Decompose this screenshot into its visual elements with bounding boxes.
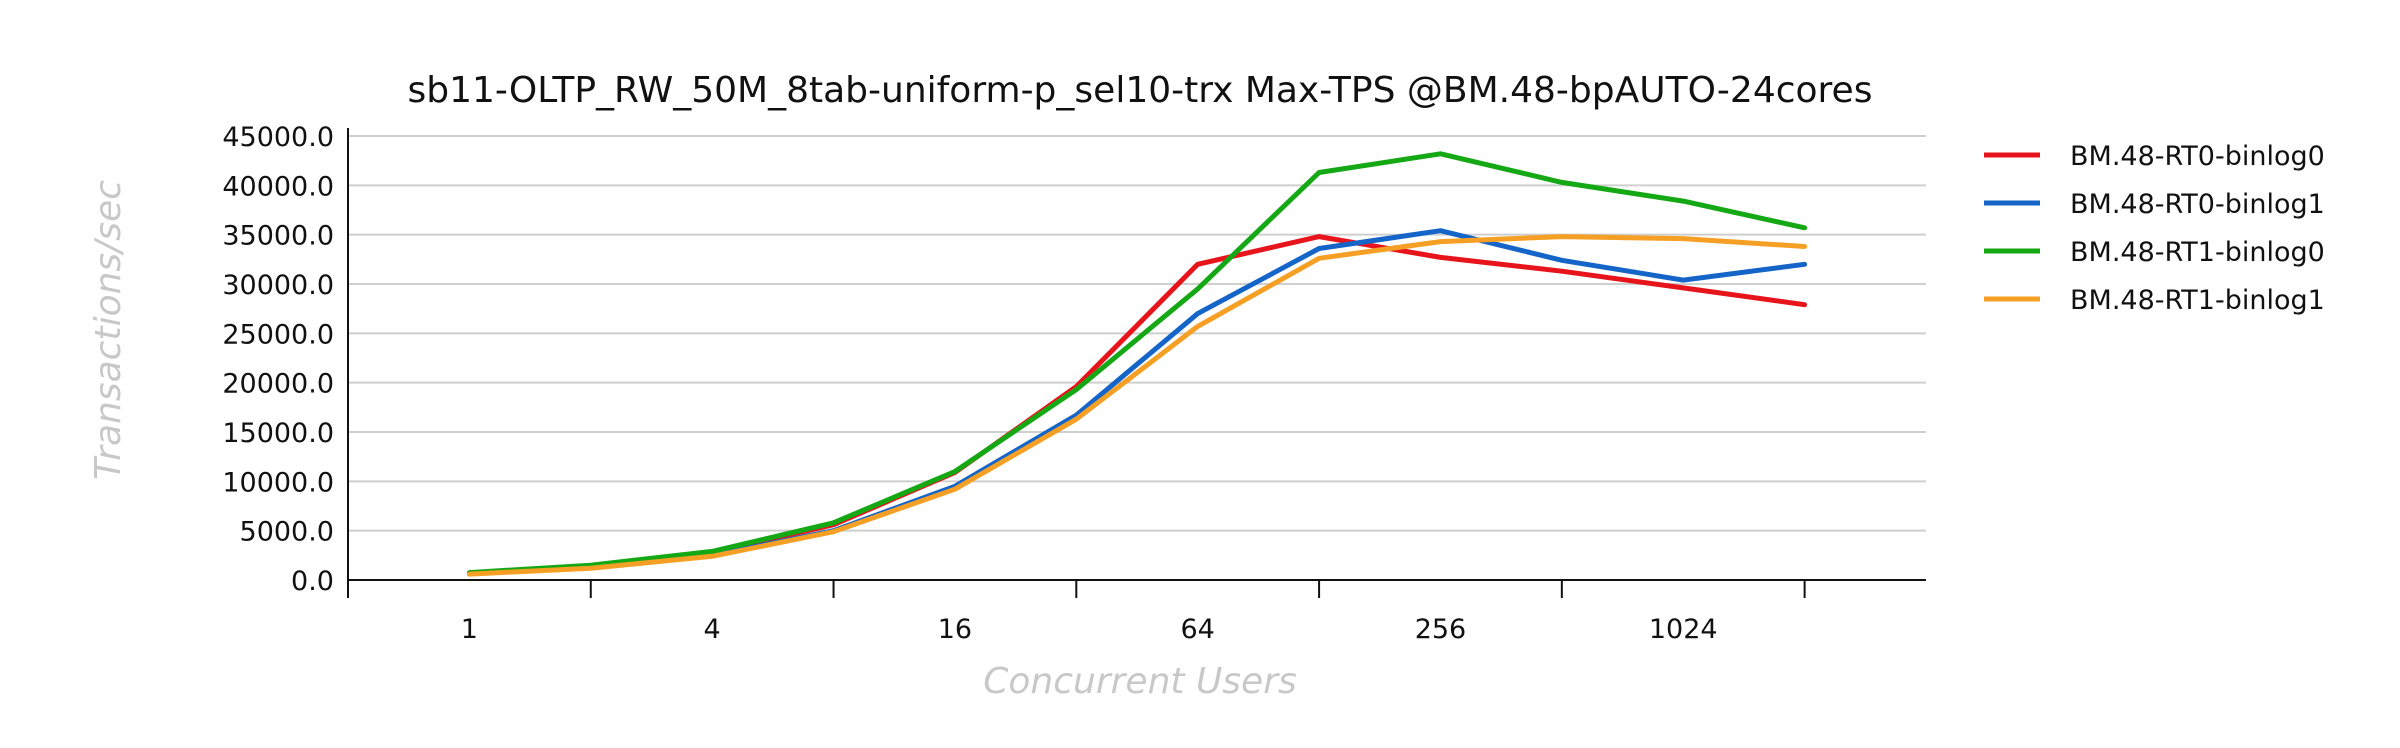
y-tick-label: 40000.0 bbox=[222, 171, 334, 202]
y-tick-label: 20000.0 bbox=[222, 369, 334, 400]
series-line-4 bbox=[466, 234, 1808, 577]
legend: BM.48-RT0-binlog0 BM.48-RT0-binlog1 BM.48-… bbox=[1984, 141, 2325, 316]
grid-layer bbox=[348, 135, 1926, 532]
chart-title: sb11-OLTP_RW_50M_8tab-uniform-p_sel10-tr… bbox=[408, 70, 1873, 111]
y-tick-label: 10000.0 bbox=[222, 467, 334, 498]
y-tick-label: 45000.0 bbox=[222, 122, 334, 153]
series-line-2 bbox=[466, 228, 1808, 577]
y-tick-label: 35000.0 bbox=[222, 221, 334, 252]
axis-layer: 0.0 5000.0 10000.0 15000.0 20000.0 25000.0 300… bbox=[222, 122, 1926, 645]
x-tick-label: 64 bbox=[1181, 614, 1215, 645]
legend-label: BM.48-RT1-binlog0 bbox=[2070, 237, 2325, 268]
y-axis-title: Transactions/sec bbox=[88, 180, 129, 480]
series-line-3 bbox=[466, 151, 1808, 576]
x-tick-label: 1024 bbox=[1649, 614, 1718, 645]
series-layer bbox=[466, 151, 1808, 577]
x-tick-label: 1 bbox=[461, 614, 478, 645]
legend-label: BM.48-RT0-binlog1 bbox=[2070, 189, 2325, 220]
legend-label: BM.48-RT0-binlog0 bbox=[2070, 141, 2325, 172]
x-tick-label: 4 bbox=[704, 614, 721, 645]
x-tick-label: 16 bbox=[938, 614, 972, 645]
y-tick-label: 30000.0 bbox=[222, 270, 334, 301]
y-tick-label: 15000.0 bbox=[222, 418, 334, 449]
legend-label: BM.48-RT1-binlog1 bbox=[2070, 285, 2325, 316]
series-line-1 bbox=[466, 234, 1808, 576]
y-tick-label: 25000.0 bbox=[222, 319, 334, 350]
y-tick-label: 0.0 bbox=[291, 566, 334, 597]
x-tick-label: 256 bbox=[1415, 614, 1467, 645]
x-axis-title: Concurrent Users bbox=[983, 661, 1297, 702]
y-tick-label: 5000.0 bbox=[240, 517, 334, 548]
